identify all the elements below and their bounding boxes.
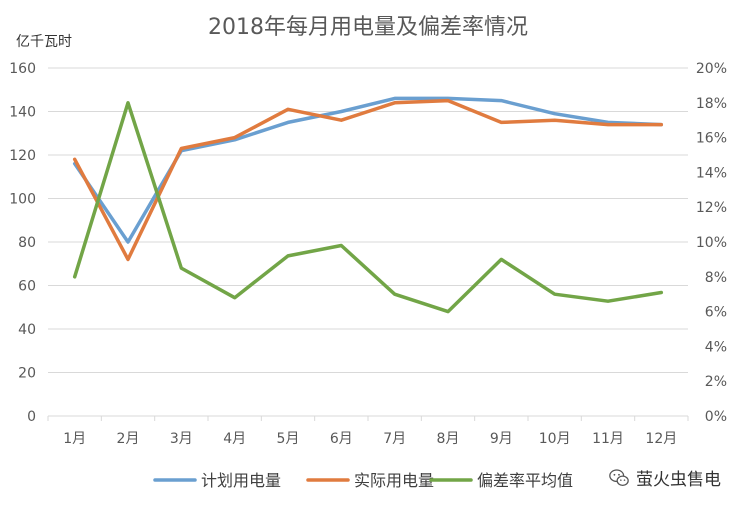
y2-tick-label: 10%	[696, 235, 727, 251]
y2-tick-label: 14%	[696, 165, 727, 181]
x-tick-label: 5月	[277, 431, 300, 447]
x-tick-label: 7月	[383, 431, 406, 447]
x-tick-label: 11月	[592, 431, 624, 447]
x-tick-label: 1月	[63, 431, 86, 447]
x-tick-label: 4月	[223, 431, 246, 447]
x-tick-label: 6月	[330, 431, 353, 447]
legend-label: 实际用电量	[354, 471, 434, 490]
legend-label: 计划用电量	[201, 471, 281, 490]
series-line-2	[72, 98, 664, 262]
y-tick-label: 40	[18, 322, 36, 338]
y-tick-label: 140	[9, 105, 36, 121]
chart-title: 2018年每月用电量及偏差率情况	[208, 15, 528, 40]
x-tick-label: 12月	[645, 431, 677, 447]
x-tick-label: 2月	[117, 431, 140, 447]
y2-tick-label: 4%	[705, 339, 727, 355]
y2-tick-label: 18%	[696, 96, 727, 112]
y-tick-label: 120	[9, 148, 36, 164]
series-line-1	[72, 96, 664, 244]
y-axis-label: 亿千瓦时	[16, 34, 72, 50]
watermark: 萤火虫售电	[608, 465, 721, 490]
x-tick-label: 8月	[437, 431, 460, 447]
y-tick-label: 60	[18, 279, 36, 295]
series-line-3	[72, 101, 664, 314]
x-tick-label: 10月	[539, 431, 571, 447]
x-tick-label: 9月	[490, 431, 513, 447]
legend-label: 偏差率平均值	[477, 471, 573, 490]
x-tick-label: 3月	[170, 431, 193, 447]
y2-tick-label: 8%	[705, 270, 727, 286]
watermark-text: 萤火虫售电	[636, 470, 721, 490]
y2-tick-label: 20%	[696, 61, 727, 77]
y2-tick-label: 0%	[705, 409, 727, 425]
y-tick-label: 20	[18, 366, 36, 382]
y-tick-label: 100	[9, 192, 36, 208]
y-tick-label: 0	[27, 409, 36, 425]
y-tick-label: 80	[18, 235, 36, 251]
y2-tick-label: 12%	[696, 200, 727, 216]
wechat-icon	[609, 468, 629, 486]
y-tick-label: 160	[9, 61, 36, 77]
y2-tick-label: 6%	[705, 305, 727, 321]
y2-tick-label: 2%	[705, 374, 727, 390]
y2-tick-label: 16%	[696, 131, 727, 147]
